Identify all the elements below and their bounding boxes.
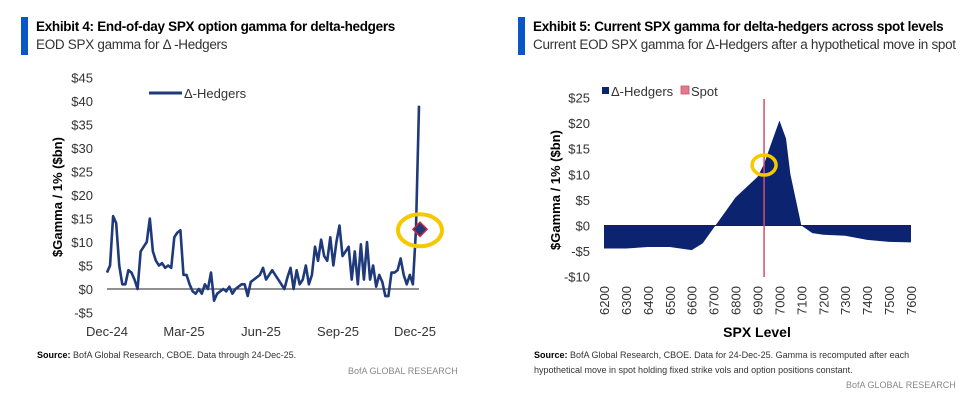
exhibit4-accent-bar	[21, 17, 28, 55]
x-tick-label: 6200	[597, 286, 612, 315]
highlight-circle	[396, 212, 444, 249]
source-label: Source:	[37, 350, 71, 360]
y-axis-title: $Gamma / 1% ($bn)	[548, 130, 563, 250]
series-line-delta-hedgers	[105, 105, 421, 303]
x-tick-label: 6400	[641, 286, 656, 315]
y-axis-title: $Gamma / 1% ($bn)	[50, 137, 65, 257]
x-tick-label: 6900	[751, 286, 766, 315]
x-tick-label: Mar-25	[163, 324, 204, 339]
exhibit4-source: Source: BofA Global Research, CBOE. Data…	[37, 350, 296, 360]
x-tick-label: Dec-24	[86, 324, 128, 339]
x-tick-label: 6600	[685, 286, 700, 315]
area-delta-hedgers	[604, 120, 911, 251]
x-tick-label: 7300	[838, 286, 853, 315]
exhibit5-source-line2: hypothetical move in spot holding fixed …	[534, 365, 853, 375]
exhibit4-brand: BofA GLOBAL RESEARCH	[348, 366, 458, 376]
y-tick-label: -$5	[571, 244, 590, 259]
y-tick-label: $20	[71, 188, 93, 203]
legend-swatch-spot	[680, 85, 690, 95]
y-tick-label: $40	[71, 94, 93, 109]
legend-swatch-delta-hedgers	[602, 87, 609, 94]
x-tick-label: 6500	[663, 286, 678, 315]
y-tick-label: $30	[71, 141, 93, 156]
x-tick-label: 7200	[816, 286, 831, 315]
x-tick-label: Sep-25	[317, 324, 359, 339]
highlight-circle	[750, 153, 778, 177]
y-tick-label: $20	[568, 116, 590, 131]
exhibit5-accent-bar	[518, 17, 525, 55]
x-axis-title: SPX Level	[723, 324, 791, 340]
source-label: Source:	[534, 350, 568, 360]
y-tick-label: $15	[568, 142, 590, 157]
x-tick-label: Jun-25	[241, 324, 281, 339]
y-tick-label: $5	[79, 259, 93, 274]
latest-value-marker	[411, 221, 429, 238]
legend-label: Δ-Hedgers	[611, 84, 674, 99]
x-tick-label: 7600	[904, 286, 919, 315]
y-tick-label: $15	[71, 212, 93, 227]
legend-label: Spot	[691, 84, 718, 99]
y-tick-label: $5	[576, 193, 590, 208]
y-tick-label: $0	[79, 282, 93, 297]
x-tick-label: 6700	[707, 286, 722, 315]
x-tick-label: 6800	[729, 286, 744, 315]
y-tick-label: $35	[71, 118, 93, 133]
exhibit4-subtitle: EOD SPX gamma for Δ -Hedgers	[36, 37, 228, 52]
source-text: BofA Global Research, CBOE. Data for 24-…	[567, 350, 910, 360]
source-text: BofA Global Research, CBOE. Data through…	[70, 350, 297, 360]
y-tick-label: $45	[71, 71, 93, 86]
exhibit5-brand: BofA GLOBAL RESEARCH	[846, 380, 956, 390]
x-tick-label: 7400	[860, 286, 875, 315]
exhibit4-title: Exhibit 4: End-of-day SPX option gamma f…	[36, 19, 395, 34]
y-tick-label: -$5	[74, 306, 93, 321]
exhibit5-source: Source: BofA Global Research, CBOE. Data…	[534, 350, 909, 360]
y-tick-label: $10	[568, 167, 590, 182]
y-tick-label: $10	[71, 235, 93, 250]
exhibit5-title: Exhibit 5: Current SPX gamma for delta-h…	[533, 19, 944, 34]
x-tick-label: Dec-25	[394, 324, 436, 339]
x-tick-label: 7000	[772, 286, 787, 315]
x-tick-label: 7500	[882, 286, 897, 315]
x-tick-label: 6300	[619, 286, 634, 315]
y-tick-label: $0	[576, 219, 590, 234]
y-tick-label: $25	[71, 165, 93, 180]
y-tick-label: $25	[568, 91, 590, 106]
x-tick-label: 7100	[794, 286, 809, 315]
y-tick-label: -$10	[564, 270, 590, 285]
exhibit5-subtitle: Current EOD SPX gamma for Δ-Hedgers afte…	[533, 37, 956, 52]
legend-label: Δ-Hedgers	[184, 86, 247, 101]
